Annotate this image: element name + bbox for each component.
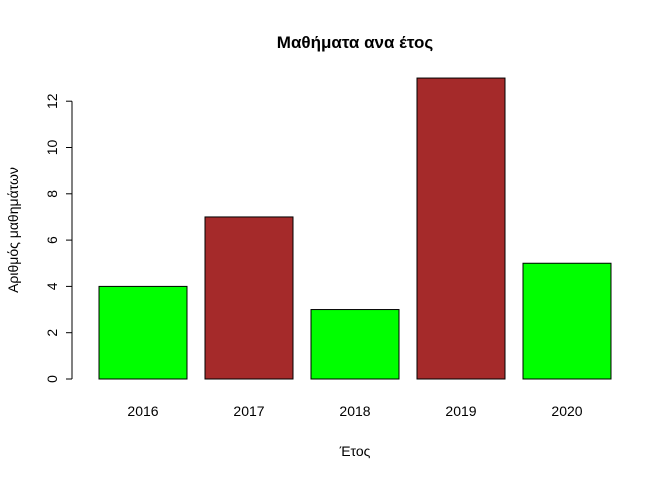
x-tick-label: 2017 xyxy=(233,403,264,419)
chart-title: Μαθήματα ανα έτος xyxy=(277,33,434,52)
bar-2016 xyxy=(98,285,188,380)
x-axis-tick-labels: 2016 2017 2018 2019 2020 xyxy=(127,403,582,419)
x-tick-label: 2016 xyxy=(127,403,158,419)
x-tick-label: 2019 xyxy=(445,403,476,419)
y-tick-label: 0 xyxy=(44,375,60,383)
y-axis-label: Αριθμός μαθημάτων xyxy=(5,167,21,293)
y-tick-label: 4 xyxy=(44,282,60,290)
y-tick-label: 10 xyxy=(44,140,60,156)
bar-2020 xyxy=(522,262,612,380)
y-axis: 0 2 4 6 8 10 12 xyxy=(44,93,73,383)
bars xyxy=(98,77,612,380)
x-tick-label: 2018 xyxy=(339,403,370,419)
x-tick-label: 2020 xyxy=(551,403,582,419)
y-tick-label: 2 xyxy=(44,329,60,337)
bar-2017 xyxy=(204,216,294,380)
y-tick-label: 12 xyxy=(44,93,60,109)
x-axis-label: Έτος xyxy=(339,443,371,459)
bar-2018 xyxy=(310,309,400,380)
y-tick-label: 6 xyxy=(44,236,60,244)
y-tick-label: 8 xyxy=(44,190,60,198)
bar-2019 xyxy=(416,77,506,380)
